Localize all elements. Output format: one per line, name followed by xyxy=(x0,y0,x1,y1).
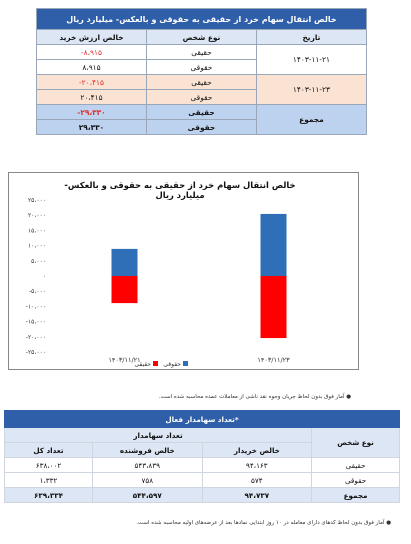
col-value-header: خالص ارزش خرید xyxy=(36,29,147,45)
table-cell: -۲۹،۳۳۰ xyxy=(36,104,147,120)
total-header: تعداد کل xyxy=(4,442,93,458)
table-cell: ۵۴۴،۵۹۷ xyxy=(91,487,203,503)
table-cell: مجموع xyxy=(255,104,368,135)
x-tick-label: ۱۴۰۳/۱۱/۲۱ xyxy=(108,356,140,364)
table-cell: مجموع xyxy=(311,487,400,503)
bar-chart: ۲۵،۰۰۰ ۲۰،۰۰۰ ۱۵،۰۰۰ ۱۰،۰۰۰ ۵،۰۰۰ ۰ -۵،۰۰۰ -۱۰،… xyxy=(26,197,290,368)
table1-title: خالص انتقال سهام خرد از حقیقی به حقوقی و… xyxy=(36,8,367,30)
group-header: تعداد سهامدار xyxy=(3,427,313,443)
seller-header: خالص فروشنده xyxy=(91,442,203,458)
y-tick-label: -۱۰،۰۰۰ xyxy=(26,303,46,310)
table-cell: ۶۳۹،۳۳۴ xyxy=(4,487,93,503)
table-cell: حقیقی xyxy=(145,104,257,120)
note-1: ● آمار فوق بدون لحاظ جریان وجوه نقد ناشی… xyxy=(158,394,351,400)
bar xyxy=(111,248,138,276)
table-cell: حقیقی xyxy=(311,457,400,473)
y-tick-label: -۱۵،۰۰۰ xyxy=(26,319,46,326)
bar xyxy=(260,213,287,276)
net-transfer-table: خالص انتقال سهام خرد از حقیقی به حقوقی و… xyxy=(36,8,368,135)
y-tick-label: -۵،۰۰۰ xyxy=(29,288,46,295)
note-2: ● آمار فوق بدون لحاظ کدهای دارای معامله … xyxy=(136,520,391,526)
table-cell: ۵۴۳،۸۳۹ xyxy=(91,457,203,473)
legend-label: حقوقی xyxy=(163,361,181,368)
table-cell: ۹۴،۱۶۳ xyxy=(201,457,313,473)
legend-swatch xyxy=(183,361,188,366)
x-tick-label: ۱۴۰۳/۱۱/۲۳ xyxy=(257,356,290,364)
table-cell: ۵۷۴ xyxy=(201,472,313,488)
table-cell: حقوقی xyxy=(311,472,400,488)
y-tick-label: ۱۵،۰۰۰ xyxy=(28,227,46,234)
bar xyxy=(260,276,287,339)
legend-label: حقیقی xyxy=(134,361,151,368)
active-shareholders-table: تعداد سهامدار فعال* تعداد سهامدار نوع شخ… xyxy=(3,410,400,503)
y-tick-label: -۲۵،۰۰۰ xyxy=(26,349,46,356)
legend-swatch xyxy=(153,361,158,366)
table-cell: حقیقی xyxy=(145,74,257,90)
table-cell: ۱۴۰۳-۱۱-۲۱ xyxy=(255,44,368,75)
table-cell: حقیقی xyxy=(145,44,257,60)
type-header: نوع شخص xyxy=(311,427,400,458)
table2-title: تعداد سهامدار فعال* xyxy=(4,410,400,428)
table-cell: -۲۰،۴۱۵ xyxy=(36,74,147,90)
bar xyxy=(111,276,138,304)
col-date-header: تاریخ xyxy=(255,29,368,45)
table-cell: ۶۳۸،۰۰۲ xyxy=(4,457,93,473)
table-cell: ۲۰،۴۱۵ xyxy=(36,89,147,105)
chart-title: خالص انتقال سهام خرد از حقیقی به حقوقی و… xyxy=(64,180,296,200)
y-tick-label: ۵،۰۰۰ xyxy=(31,258,46,265)
bullet-icon: ● xyxy=(386,520,391,526)
y-tick-label: ۲۵،۰۰۰ xyxy=(28,197,46,204)
table-cell: ۱۴۰۳-۱۱-۲۳ xyxy=(255,74,368,105)
y-tick-label: ۲۰،۰۰۰ xyxy=(28,212,46,219)
table-cell: ۲۹،۳۳۰ xyxy=(36,119,147,135)
y-tick-label: -۲۰،۰۰۰ xyxy=(26,334,46,341)
table-cell: ۱،۳۳۲ xyxy=(4,472,93,488)
table-cell: حقوقی xyxy=(145,89,257,105)
y-tick-label: ۱۰،۰۰۰ xyxy=(28,243,46,250)
bullet-icon: ● xyxy=(346,394,351,400)
table-cell: ۸،۹۱۵ xyxy=(36,59,147,75)
table-cell: ۹۴،۷۳۷ xyxy=(201,487,313,503)
col-type-header: نوع شخص xyxy=(145,29,257,45)
table-cell: حقوقی xyxy=(145,59,257,75)
buyer-header: خالص خریدار xyxy=(201,442,313,458)
y-tick-label: ۰ xyxy=(43,273,46,280)
chart-frame xyxy=(8,172,359,370)
table-cell: ۷۵۸ xyxy=(91,472,203,488)
table-cell: -۸،۹۱۵ xyxy=(36,44,147,60)
table-cell: حقوقی xyxy=(145,119,257,135)
